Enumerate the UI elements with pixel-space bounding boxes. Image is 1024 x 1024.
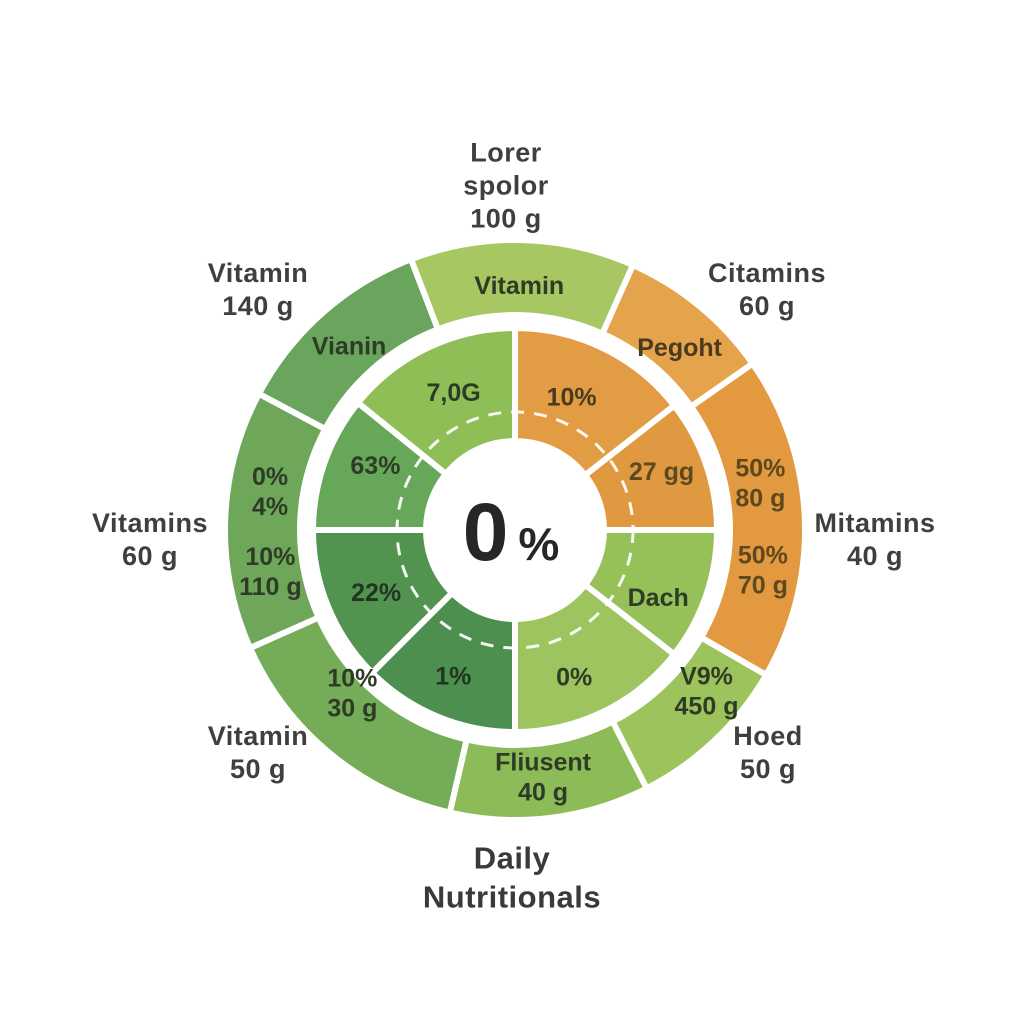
callout-vitamin-50-line: Vitamin (207, 721, 309, 752)
inner-label-i-63: 63% (350, 452, 400, 480)
inner-label-i-1: 1% (435, 662, 471, 690)
callout-vitamin-140-line: 140 g (222, 291, 294, 321)
outer-label-fliusent: Fliusent 40 g (495, 748, 592, 806)
callout-vitamin-140: Vitamin 140 g (208, 257, 309, 323)
callout-vitamins-60-line: Vitamins (91, 508, 209, 539)
callout-mitamins-40-line: Mitamins (814, 508, 936, 539)
outer-label-vianin: Vianin (312, 333, 387, 361)
inner-label-i-10: 10% (547, 384, 597, 412)
callout-hoed-50-line: 50 g (739, 754, 797, 784)
outer-label-right-orange-2: 50% 70 g (738, 541, 788, 599)
chart-title: Daily Nutritionals (423, 839, 601, 917)
callout-vitamin-140-line: Vitamin (207, 258, 309, 289)
outer-label-left-green: 0% 4% (252, 463, 288, 521)
chart-title-line-2: Nutritionals (422, 879, 602, 914)
callout-vitamins-60-line: 60 g (121, 541, 179, 571)
callout-citamins-60: Citamins 60 g (708, 257, 826, 323)
dashed-guide-ring (395, 410, 635, 650)
inner-label-i-27gg: 27 gg (629, 458, 694, 486)
callout-hoed-50-line: Hoed (733, 721, 803, 752)
callout-lorer-100: Lorer spolor 100 g (463, 137, 549, 236)
inner-label-i-dach: Dach (628, 584, 689, 612)
callout-vitamin-50-line: 50 g (229, 754, 287, 784)
callout-citamins-60-line: 60 g (738, 291, 796, 321)
center-value: 0% (463, 487, 560, 578)
inner-label-i-22: 22% (351, 579, 401, 607)
callout-lorer-100-line: 100 g (470, 203, 542, 234)
outer-segment-left-green (222, 390, 329, 651)
outer-label-pegoht: Pegoht (637, 334, 722, 362)
outer-label-right-orange: 50% 80 g (735, 454, 785, 512)
outer-label-v450: V9% 450 g (675, 663, 739, 721)
outer-label-seg-30g: 10% 30 g (327, 665, 377, 723)
callout-lorer-100-line: spolor (463, 170, 549, 201)
callout-citamins-60-line: Citamins (707, 258, 827, 289)
chart-title-line-1: Daily (473, 840, 551, 876)
callout-vitamin-50: Vitamin 50 g (208, 720, 309, 786)
callout-mitamins-40: Mitamins 40 g (814, 507, 935, 573)
inner-label-i-7og: 7,0G (426, 379, 480, 407)
outer-label-left-green-2: 10% 110 g (239, 543, 302, 601)
outer-label-vitamin-top: Vitamin (474, 272, 564, 300)
callout-mitamins-40-line: 40 g (846, 541, 904, 571)
center-circle (423, 438, 607, 622)
inner-label-i-0: 0% (556, 663, 592, 691)
callout-hoed-50: Hoed 50 g (733, 720, 803, 786)
callout-lorer-100-line: Lorer (470, 137, 542, 168)
callout-vitamins-60: Vitamins 60 g (92, 507, 208, 573)
